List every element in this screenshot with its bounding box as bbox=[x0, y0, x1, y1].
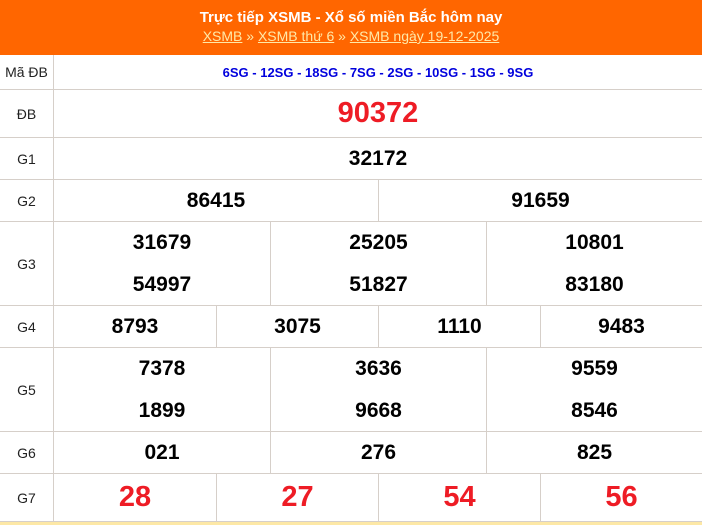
breadcrumb: XSMB » XSMB thứ 6 » XSMB ngày 19-12-2025 bbox=[0, 27, 702, 45]
prize-number: 276 bbox=[270, 432, 486, 473]
prize-number: 31679 bbox=[132, 231, 192, 254]
row-g1: G1 32172 bbox=[0, 138, 702, 180]
prize-number: 83180 bbox=[486, 264, 702, 306]
row-g5: G5 7378 3636 9559 1899 9668 8546 bbox=[0, 348, 702, 432]
special-code-list: 6SG - 12SG - 18SG - 7SG - 2SG - 10SG - 1… bbox=[222, 64, 534, 80]
row-label: G4 bbox=[0, 306, 54, 347]
prize-number: 7378 bbox=[138, 357, 186, 380]
row-label: Mã ĐB bbox=[0, 55, 54, 89]
breadcrumb-separator: » bbox=[338, 28, 346, 44]
prize-number: 27 bbox=[216, 474, 378, 521]
prize-number: 1110 bbox=[378, 306, 540, 347]
breadcrumb-xsmb-date[interactable]: XSMB ngày 19-12-2025 bbox=[349, 28, 500, 44]
row-label: G6 bbox=[0, 432, 54, 473]
row-label: G7 bbox=[0, 474, 54, 521]
prize-number: 91659 bbox=[378, 180, 702, 221]
prize-number: 825 bbox=[486, 432, 702, 473]
row-g2: G2 86415 91659 bbox=[0, 180, 702, 222]
prize-number: 54997 bbox=[132, 273, 192, 296]
prize-number: 51827 bbox=[270, 264, 486, 306]
row-g6: G6 021 276 825 bbox=[0, 432, 702, 474]
row-label: ĐB bbox=[0, 90, 54, 137]
prize-number: 86415 bbox=[186, 188, 246, 212]
row-label: G3 bbox=[0, 222, 54, 305]
row-madb: Mã ĐB 6SG - 12SG - 18SG - 7SG - 2SG - 10… bbox=[0, 55, 702, 90]
prize-number: 32172 bbox=[348, 146, 408, 170]
breadcrumb-separator: » bbox=[246, 28, 255, 44]
prize-number: 54 bbox=[378, 474, 540, 521]
row-db: ĐB 90372 bbox=[0, 90, 702, 138]
prize-number: 8793 bbox=[111, 314, 159, 338]
breadcrumb-xsmb[interactable]: XSMB bbox=[202, 28, 243, 44]
row-label: G5 bbox=[0, 348, 54, 431]
prize-number: 10801 bbox=[486, 222, 702, 264]
row-g3: G3 31679 25205 10801 54997 51827 83180 bbox=[0, 222, 702, 306]
prize-number: 90372 bbox=[337, 97, 419, 129]
prize-number: 021 bbox=[144, 440, 180, 464]
page-title: Trực tiếp XSMB - Xổ số miền Bắc hôm nay bbox=[199, 9, 503, 26]
prize-number: 28 bbox=[118, 481, 152, 513]
row-g7: G7 28 27 54 56 bbox=[0, 474, 702, 522]
prize-number: 25205 bbox=[270, 222, 486, 264]
prize-number: 3075 bbox=[216, 306, 378, 347]
prize-number: 3636 bbox=[270, 348, 486, 390]
breadcrumb-xsmb-thu-6[interactable]: XSMB thứ 6 bbox=[257, 28, 335, 44]
header: Trực tiếp XSMB - Xổ số miền Bắc hôm nay … bbox=[0, 0, 702, 55]
prize-number: 9559 bbox=[486, 348, 702, 390]
prize-number: 1899 bbox=[138, 399, 186, 422]
bottom-border bbox=[0, 522, 702, 525]
prize-number: 56 bbox=[540, 474, 702, 521]
prize-number: 8546 bbox=[486, 390, 702, 432]
row-label: G2 bbox=[0, 180, 54, 221]
prize-number: 9668 bbox=[270, 390, 486, 432]
prize-number: 9483 bbox=[540, 306, 702, 347]
row-label: G1 bbox=[0, 138, 54, 179]
row-g4: G4 8793 3075 1110 9483 bbox=[0, 306, 702, 348]
